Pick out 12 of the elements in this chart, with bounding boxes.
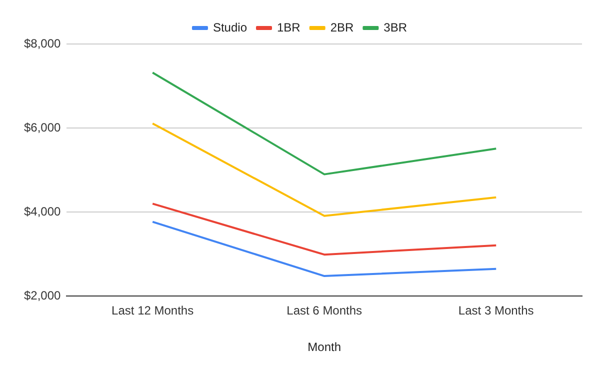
legend-label: 1BR <box>276 20 301 34</box>
y-tick-label: $4,000 <box>24 204 62 218</box>
x-tick-label: Last 6 Months <box>286 304 362 318</box>
y-tick-label: $2,000 <box>24 288 62 303</box>
x-tick-label: Last 3 Months <box>458 304 534 318</box>
legend-label: 2BR <box>330 20 354 34</box>
legend-label: Studio <box>212 20 248 34</box>
x-axis-title: Month <box>308 340 342 354</box>
x-tick-label: Last 12 Months <box>112 304 194 318</box>
legend-label: 3BR <box>384 20 408 34</box>
y-tick-label: $8,000 <box>24 36 62 50</box>
y-tick-label: $6,000 <box>24 120 62 134</box>
